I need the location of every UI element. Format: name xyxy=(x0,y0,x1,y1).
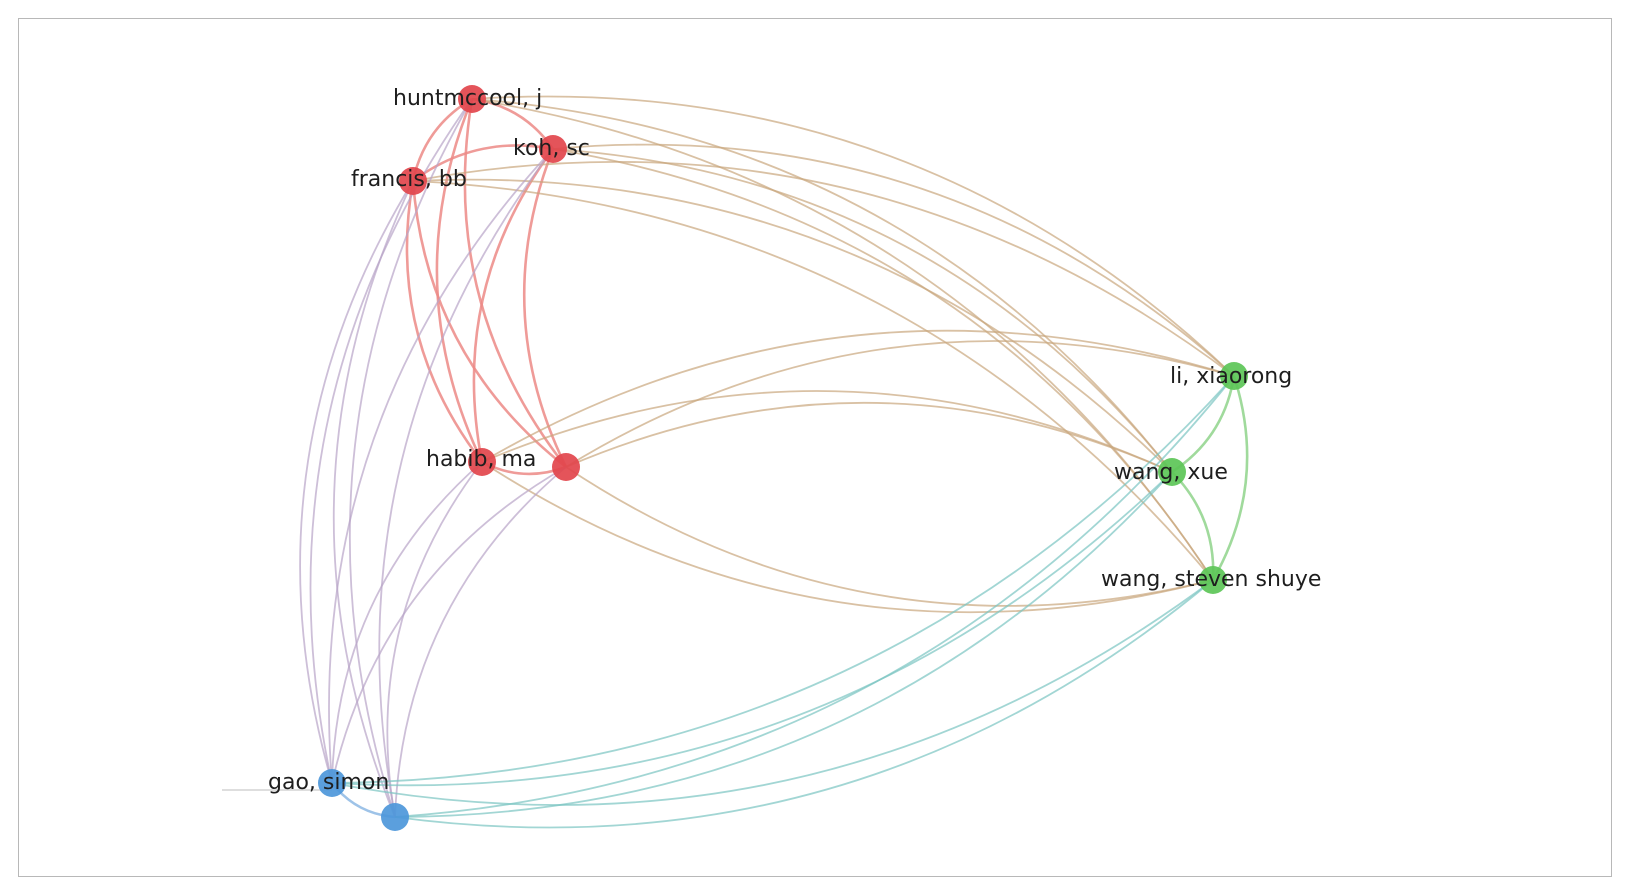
edge-blue2-wangsteven xyxy=(394,579,1214,829)
edge-blue2-huntmccool xyxy=(348,98,473,818)
edge-li-wangsteven xyxy=(1211,375,1249,581)
edge-francis-li xyxy=(412,160,1235,377)
node-red5[interactable] xyxy=(552,453,580,481)
node-label-wangsteven: wang, steven shuye xyxy=(1101,567,1321,592)
node-blue2[interactable] xyxy=(381,803,409,831)
edge-habib-wangxue xyxy=(481,390,1173,473)
node-koh[interactable] xyxy=(539,135,567,163)
edge-gao-francis xyxy=(299,180,414,784)
edge-koh-habib xyxy=(472,148,555,463)
edge-habib-wangsteven xyxy=(481,461,1214,614)
edge-francis-habib xyxy=(405,180,484,463)
node-li[interactable] xyxy=(1220,362,1248,390)
edge-francis-red5 xyxy=(411,180,567,469)
edge-koh-wangxue xyxy=(552,148,1173,473)
node-label-huntmccool: huntmccool, j xyxy=(393,86,542,111)
edge-huntmccool-wangxue xyxy=(471,98,1173,473)
edge-francis-wangxue xyxy=(412,178,1173,473)
edge-gao-wangxue xyxy=(331,471,1173,787)
label-layer: huntmccool, j koh, sc francis, bb habib, ma… xyxy=(268,86,1321,795)
node-huntmccool[interactable] xyxy=(458,85,486,113)
edge-li-wangxue xyxy=(1171,375,1236,474)
node-label-habib: habib, ma xyxy=(426,447,536,472)
edge-red5-wangsteven xyxy=(565,466,1214,607)
edge-layer xyxy=(299,95,1249,829)
node-habib[interactable] xyxy=(468,448,496,476)
edge-huntmccool-li xyxy=(471,95,1235,377)
edge-koh-francis xyxy=(412,144,554,183)
edge-gao-wangsteven xyxy=(331,579,1214,806)
edge-koh-li xyxy=(552,143,1235,377)
edge-koh-wangsteven xyxy=(552,148,1214,581)
edge-gao-habib xyxy=(331,461,483,784)
edge-red5-li xyxy=(565,340,1235,468)
node-label-gao: gao, simon xyxy=(268,770,389,795)
edge-gao-li xyxy=(331,375,1235,784)
edge-blue2-koh xyxy=(378,148,554,818)
edge-blue2-habib xyxy=(386,461,483,818)
edge-huntmccool-habib xyxy=(435,98,484,463)
node-wangsteven[interactable] xyxy=(1199,566,1227,594)
node-layer xyxy=(318,85,1248,831)
edge-wangxue-wangsteven xyxy=(1171,471,1215,581)
edge-red5-wangxue xyxy=(565,401,1173,473)
node-label-wangxue: wang, xue xyxy=(1114,460,1228,485)
edge-francis-wangsteven xyxy=(412,180,1214,581)
node-gao[interactable] xyxy=(318,769,346,797)
node-label-li: li, xiaorong xyxy=(1170,364,1292,389)
edge-habib-li xyxy=(481,329,1235,463)
node-label-koh: koh, sc xyxy=(513,136,590,161)
node-francis[interactable] xyxy=(399,167,427,195)
edge-blue2-red5 xyxy=(394,466,567,818)
edge-huntmccool-wangsteven xyxy=(471,98,1214,581)
edge-gao-red5 xyxy=(331,466,567,784)
edge-huntmccool-red5 xyxy=(463,98,568,468)
edge-blue2-li xyxy=(394,375,1235,818)
node-wangxue[interactable] xyxy=(1158,458,1186,486)
node-label-francis: francis, bb xyxy=(351,167,467,192)
edge-blue2-wangxue xyxy=(394,471,1173,818)
edge-gao-koh xyxy=(328,148,554,784)
edge-gao-huntmccool xyxy=(309,98,473,784)
edge-blue2-francis xyxy=(332,180,414,818)
